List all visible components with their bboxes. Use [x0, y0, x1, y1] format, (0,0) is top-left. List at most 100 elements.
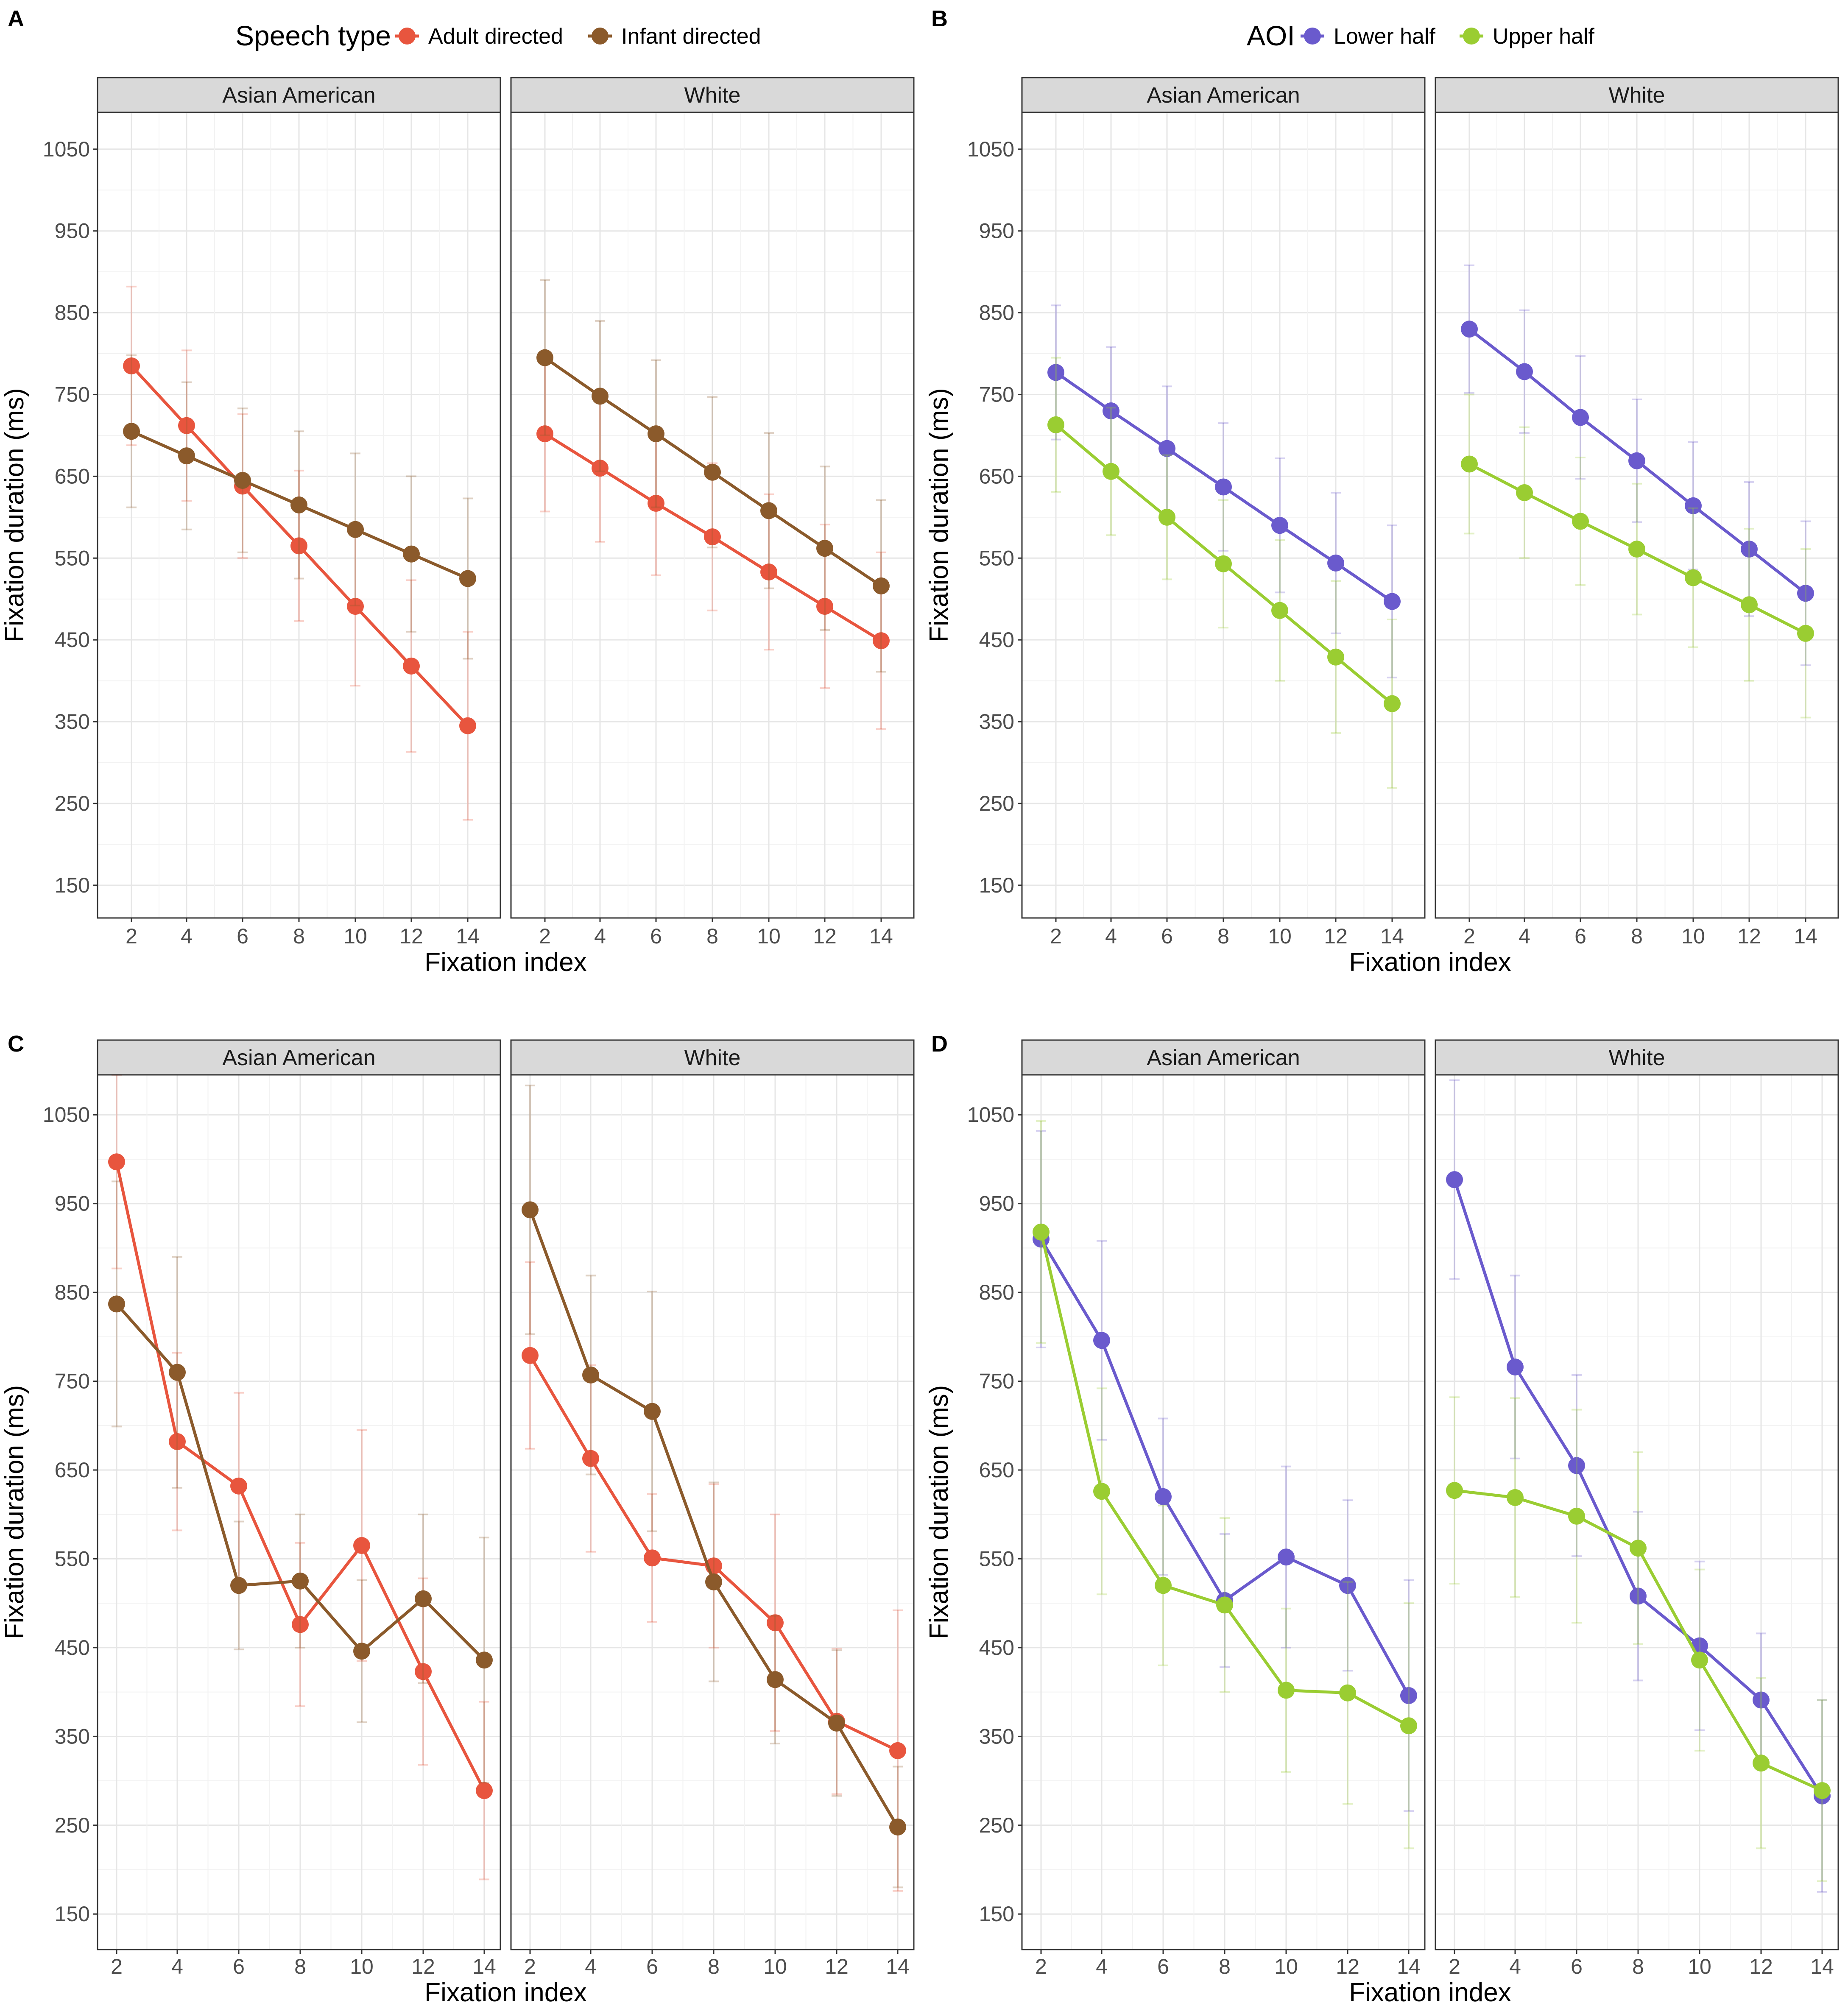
facet-white: White 2 4 6 8 10 12 14	[1435, 1039, 1839, 1978]
y-tick-label: 550	[55, 1547, 90, 1570]
y-tick-label: 650	[979, 1458, 1014, 1482]
x-tick-label: 14	[472, 1955, 496, 1978]
x-tick-label: 4	[1105, 924, 1117, 948]
legend: Speech type Adult directed Infant directed	[235, 20, 761, 51]
data-point	[767, 1671, 784, 1688]
data-point	[536, 425, 553, 443]
data-point	[1741, 541, 1758, 558]
y-axis-title: Fixation duration (ms)	[924, 388, 954, 642]
data-point	[1572, 513, 1589, 530]
x-tick-label: 6	[650, 924, 662, 948]
data-point	[403, 657, 420, 675]
x-tick-label: 10	[350, 1955, 374, 1978]
y-tick-label: 450	[55, 1636, 90, 1660]
data-point	[292, 1572, 309, 1590]
data-point	[1271, 517, 1288, 534]
y-tick-label: 150	[979, 873, 1014, 897]
x-tick-label: 12	[1336, 1955, 1359, 1978]
data-point	[292, 1616, 309, 1633]
legend: AOI Lower half Upper half	[1247, 20, 1594, 51]
facet-strip	[510, 77, 915, 113]
data-point	[123, 423, 140, 440]
x-tick-label: 10	[343, 924, 367, 948]
panel-letter: C	[8, 1031, 24, 1057]
y-tick-label: 250	[55, 792, 90, 815]
plot-area	[1022, 1075, 1425, 1950]
x-tick-label: 6	[1161, 924, 1173, 948]
panel-c: C 150 250 350 450 550 650 750 850 950 1050 Fixation…	[0, 1031, 915, 2007]
x-tick-label: 6	[233, 1955, 245, 1978]
legend-key-dot	[592, 28, 609, 45]
x-tick-label: 8	[708, 1955, 720, 1978]
data-point	[1047, 364, 1064, 381]
legend-title: AOI	[1247, 20, 1295, 51]
facet-strip	[1435, 1039, 1839, 1076]
plot-border	[1021, 1074, 1426, 1950]
x-tick-label: 12	[1324, 924, 1348, 948]
x-tick-label: 14	[869, 924, 893, 948]
data-point	[1568, 1507, 1585, 1525]
data-point	[1216, 1596, 1233, 1614]
data-point	[816, 598, 833, 615]
y-tick-label: 350	[55, 1724, 90, 1748]
data-point	[648, 425, 664, 443]
plot-border	[1021, 112, 1426, 919]
x-tick-label: 6	[646, 1955, 658, 1978]
facet-asian-american: Asian American 2 4 6 8 10 12 14	[1021, 1039, 1426, 1978]
x-tick-label: 6	[237, 924, 248, 948]
x-tick-label: 8	[294, 1955, 306, 1978]
data-point	[760, 563, 777, 581]
data-point	[1327, 554, 1344, 572]
data-point	[1507, 1489, 1524, 1506]
data-point	[1033, 1223, 1050, 1241]
x-tick-label: 14	[886, 1955, 910, 1978]
x-tick-label: 12	[813, 924, 837, 948]
data-point	[1158, 508, 1175, 526]
y-tick-label: 950	[55, 1192, 90, 1216]
x-tick-label: 2	[524, 1955, 536, 1978]
data-point	[1155, 1488, 1172, 1505]
data-point	[178, 417, 195, 434]
plot-border	[1435, 112, 1839, 919]
facet-label: White	[684, 1046, 741, 1070]
y-tick-label: 450	[55, 628, 90, 652]
data-point	[230, 1477, 247, 1495]
y-tick-label: 150	[55, 1902, 90, 1926]
y-tick-label: 950	[979, 219, 1014, 243]
x-tick-label: 14	[1380, 924, 1404, 948]
panel-letter: A	[8, 6, 24, 31]
y-tick-label: 750	[979, 382, 1014, 406]
y-tick-label: 550	[55, 546, 90, 570]
data-point	[108, 1295, 125, 1313]
data-point	[592, 388, 609, 405]
series-infant-directed	[123, 354, 476, 660]
plot-area	[1435, 1075, 1838, 1950]
data-point	[1461, 455, 1478, 473]
series-adult-directed	[536, 355, 890, 730]
data-point	[1400, 1687, 1417, 1704]
data-point	[1814, 1782, 1831, 1799]
data-point	[459, 717, 476, 734]
data-point	[1103, 463, 1119, 480]
x-tick-label: 4	[1509, 1955, 1521, 1978]
facet-label: Asian American	[222, 83, 375, 108]
plot-border	[1435, 1074, 1839, 1950]
facet-white: White 2 4 6 8 10 12 14	[510, 1039, 915, 1978]
plot-border	[97, 112, 501, 919]
x-tick-label: 12	[1737, 924, 1761, 948]
x-tick-label: 12	[399, 924, 423, 948]
y-tick-label: 1050	[967, 137, 1014, 161]
data-point	[403, 545, 420, 563]
x-tick-label: 10	[763, 1955, 787, 1978]
data-point	[1400, 1717, 1417, 1735]
x-tick-label: 4	[1096, 1955, 1108, 1978]
y-tick-label: 650	[55, 1458, 90, 1482]
data-point	[415, 1663, 432, 1680]
y-tick-label: 350	[979, 1724, 1014, 1748]
x-tick-label: 2	[1463, 924, 1475, 948]
series-lower-half	[1047, 304, 1401, 678]
data-point	[476, 1782, 493, 1799]
data-point	[1630, 1587, 1647, 1605]
y-tick-label: 250	[979, 792, 1014, 815]
legend-label: Adult directed	[428, 24, 563, 49]
